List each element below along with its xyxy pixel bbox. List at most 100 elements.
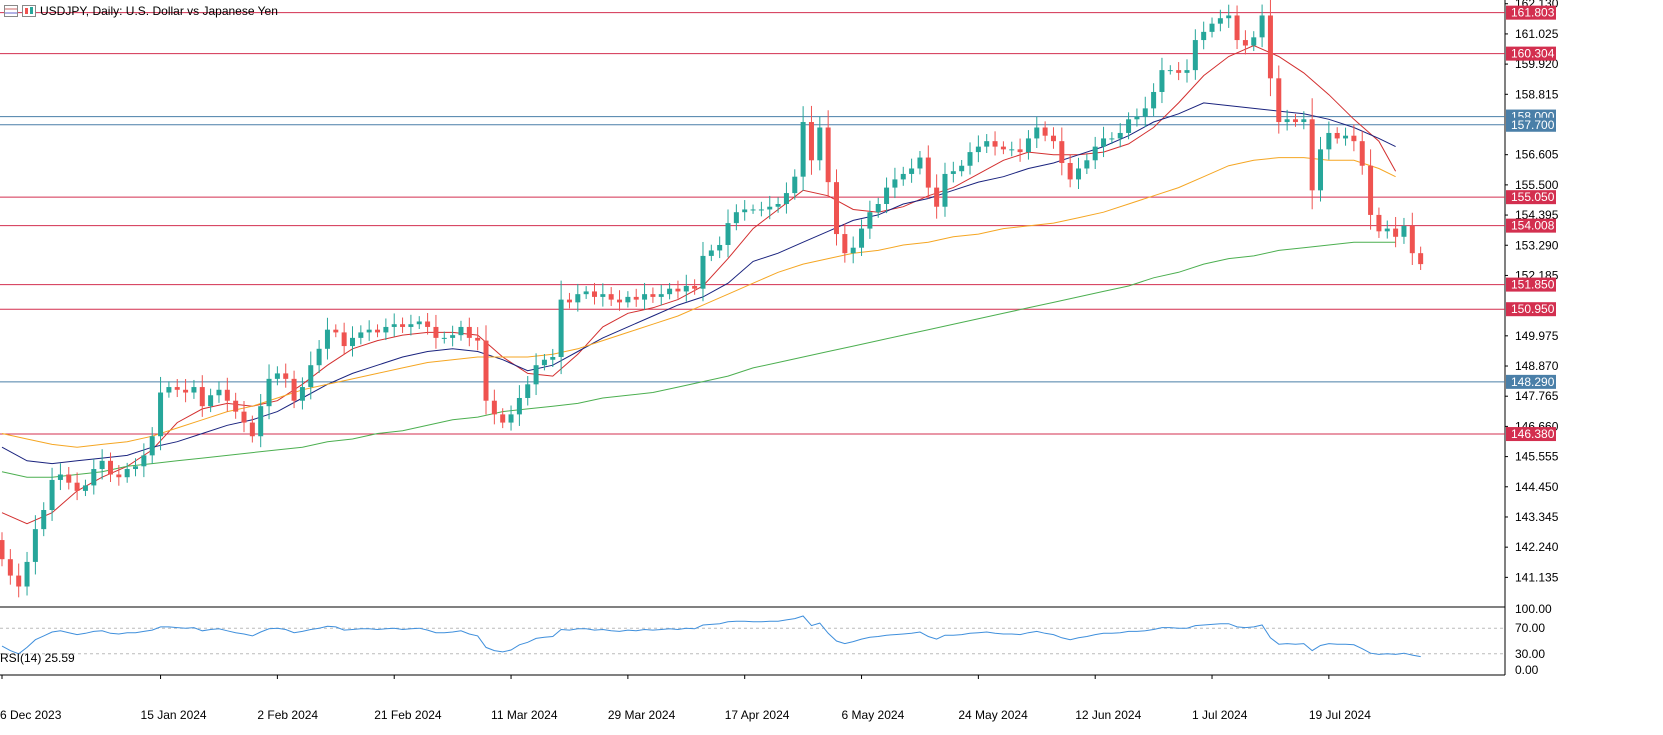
candle[interactable] bbox=[1076, 168, 1082, 180]
candle[interactable] bbox=[642, 294, 648, 300]
candle[interactable] bbox=[950, 171, 956, 174]
candle[interactable] bbox=[725, 223, 731, 245]
candle[interactable] bbox=[541, 359, 547, 366]
candle[interactable] bbox=[1167, 70, 1173, 72]
candle[interactable] bbox=[1017, 149, 1023, 153]
candle[interactable] bbox=[1084, 160, 1090, 169]
candle[interactable] bbox=[1000, 146, 1006, 150]
candle[interactable] bbox=[1192, 40, 1198, 71]
candle[interactable] bbox=[391, 324, 397, 327]
candle[interactable] bbox=[400, 324, 406, 327]
candle[interactable] bbox=[66, 474, 72, 483]
candle[interactable] bbox=[1334, 132, 1340, 139]
candle[interactable] bbox=[41, 510, 47, 530]
candle[interactable] bbox=[74, 482, 80, 491]
candle[interactable] bbox=[1384, 228, 1390, 232]
chart-bars-icon[interactable] bbox=[22, 5, 36, 17]
candle[interactable] bbox=[984, 141, 990, 147]
candle[interactable] bbox=[575, 294, 581, 303]
candle[interactable] bbox=[1318, 149, 1324, 191]
candle[interactable] bbox=[1117, 132, 1123, 139]
candle[interactable] bbox=[1251, 37, 1257, 46]
candle[interactable] bbox=[859, 228, 865, 248]
candle[interactable] bbox=[942, 173, 948, 207]
candle[interactable] bbox=[558, 299, 564, 358]
candle[interactable] bbox=[299, 387, 305, 401]
candle[interactable] bbox=[633, 296, 639, 300]
chart-grid-icon[interactable] bbox=[4, 5, 18, 17]
candle[interactable] bbox=[742, 209, 748, 213]
candle[interactable] bbox=[717, 244, 723, 251]
candle[interactable] bbox=[500, 414, 506, 423]
candle[interactable] bbox=[842, 234, 848, 254]
candle[interactable] bbox=[258, 406, 264, 437]
candle[interactable] bbox=[316, 348, 322, 366]
candle[interactable] bbox=[1217, 18, 1223, 24]
candle[interactable] bbox=[466, 326, 472, 338]
candle[interactable] bbox=[491, 400, 497, 415]
candle[interactable] bbox=[817, 127, 823, 161]
candle[interactable] bbox=[183, 389, 189, 393]
candle[interactable] bbox=[1343, 135, 1349, 139]
candle[interactable] bbox=[975, 146, 981, 153]
candle[interactable] bbox=[483, 340, 489, 401]
candle[interactable] bbox=[1025, 138, 1031, 153]
candle[interactable] bbox=[1067, 163, 1073, 180]
candle[interactable] bbox=[608, 294, 614, 300]
candle[interactable] bbox=[667, 288, 673, 295]
candle[interactable] bbox=[425, 321, 431, 327]
candle[interactable] bbox=[867, 212, 873, 229]
candle[interactable] bbox=[675, 288, 681, 292]
candle[interactable] bbox=[32, 529, 38, 562]
candle[interactable] bbox=[1159, 70, 1165, 92]
candle[interactable] bbox=[349, 337, 355, 347]
candle[interactable] bbox=[967, 152, 973, 166]
candle[interactable] bbox=[199, 387, 205, 407]
candle[interactable] bbox=[775, 203, 781, 207]
candle[interactable] bbox=[800, 122, 806, 177]
candle[interactable] bbox=[700, 255, 706, 289]
candle[interactable] bbox=[333, 329, 339, 333]
candle[interactable] bbox=[733, 212, 739, 224]
candle[interactable] bbox=[884, 187, 890, 204]
candle[interactable] bbox=[1176, 70, 1182, 73]
candle[interactable] bbox=[57, 474, 63, 480]
candle[interactable] bbox=[783, 193, 789, 204]
candle[interactable] bbox=[82, 485, 88, 491]
candle[interactable] bbox=[850, 247, 856, 254]
candle[interactable] bbox=[1050, 135, 1056, 142]
candle[interactable] bbox=[683, 285, 689, 292]
candle[interactable] bbox=[191, 387, 197, 393]
candle[interactable] bbox=[508, 414, 514, 423]
candle[interactable] bbox=[934, 187, 940, 207]
candle[interactable] bbox=[475, 337, 481, 341]
candle[interactable] bbox=[1267, 15, 1273, 79]
candle[interactable] bbox=[358, 332, 364, 338]
candle[interactable] bbox=[792, 176, 798, 194]
candle[interactable] bbox=[650, 294, 656, 297]
candle[interactable] bbox=[291, 378, 297, 401]
candle[interactable] bbox=[1259, 15, 1265, 38]
candle[interactable] bbox=[834, 182, 839, 235]
candle[interactable] bbox=[583, 291, 589, 295]
candle[interactable] bbox=[224, 389, 230, 401]
candle[interactable] bbox=[308, 365, 314, 388]
candle[interactable] bbox=[1042, 127, 1048, 136]
candle[interactable] bbox=[124, 469, 130, 478]
candle[interactable] bbox=[241, 411, 247, 423]
candle[interactable] bbox=[141, 455, 147, 467]
candle[interactable] bbox=[1393, 228, 1399, 237]
candle[interactable] bbox=[208, 395, 214, 407]
candle[interactable] bbox=[266, 378, 272, 407]
candle[interactable] bbox=[1242, 40, 1248, 46]
candle[interactable] bbox=[1418, 253, 1424, 265]
candle[interactable] bbox=[533, 365, 539, 385]
candle[interactable] bbox=[1134, 116, 1140, 120]
candle[interactable] bbox=[658, 294, 664, 297]
candle[interactable] bbox=[49, 479, 55, 511]
candle[interactable] bbox=[758, 209, 764, 211]
candle[interactable] bbox=[450, 335, 456, 338]
candle[interactable] bbox=[825, 127, 831, 183]
candle[interactable] bbox=[1301, 119, 1307, 123]
candle[interactable] bbox=[1368, 165, 1374, 215]
